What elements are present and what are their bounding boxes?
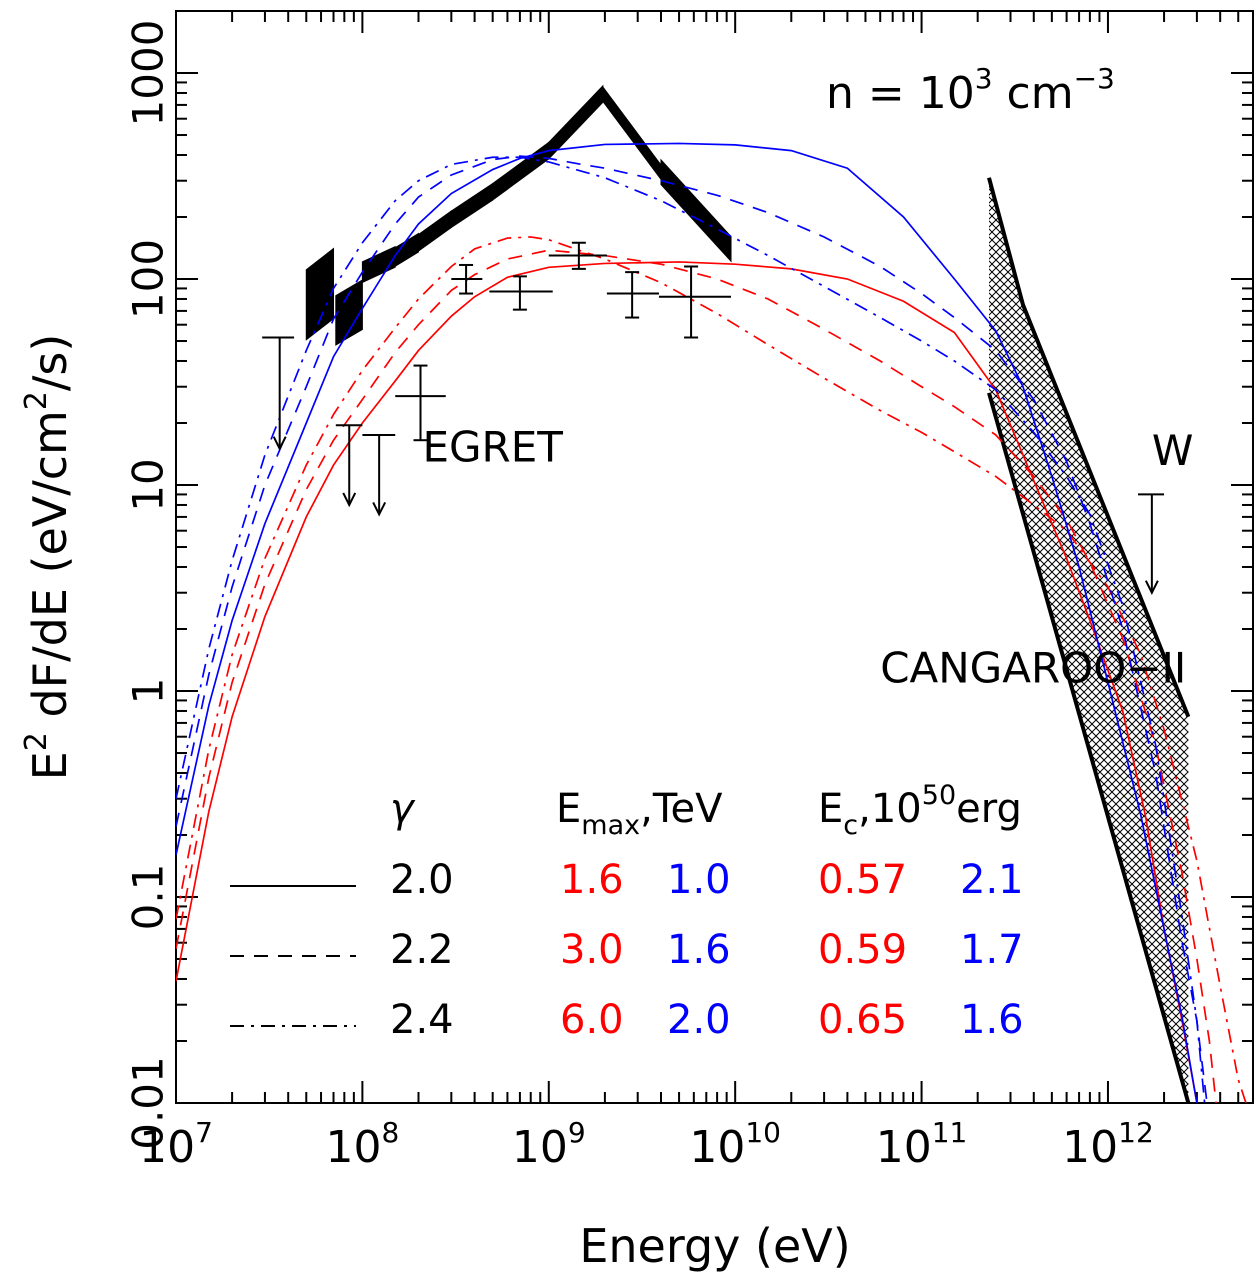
axis-ticks [175,10,1254,1104]
annotation-label: EGRET [422,423,563,472]
y-tick-label: 10 [124,458,173,511]
legend-ec-red: 0.65 [818,997,907,1043]
y-tick-label: 1000 [124,20,173,127]
legend-ec-red: 0.59 [818,927,907,973]
annotation-label: CANGAROO−II [880,643,1186,692]
y-tick-label: 0.01 [124,1056,173,1150]
y-axis-label: E2 dF/dE (eV/cm2/s) [19,334,77,781]
legend-gamma-value: 2.0 [390,857,454,903]
legend: γ Emax,TeV Ec,1050erg 2.0 1.6 1.0 0.57 2.1 2.… [230,780,1024,1043]
model-curve-red-dashdot [176,236,1247,1103]
annotations: EGRET CANGAROO−II W [422,423,1193,693]
x-tick-label: 107 [139,1116,213,1173]
egret-bowtie-segment [548,84,604,161]
annotation-label: W [1152,426,1194,475]
y-tick-label: 0.1 [124,864,173,931]
egret-bowtie-segment [361,245,396,284]
cangaroo-upper-edge [987,177,1191,718]
x-tick-label: 1011 [876,1116,968,1173]
data-points [262,241,1165,595]
y-tick-label: 100 [124,239,173,319]
legend-gamma-value: 2.4 [390,997,454,1043]
upper-limit-arrow [1144,580,1159,595]
legend-ec-red: 0.57 [818,857,907,903]
x-tick-label: 108 [325,1116,399,1173]
legend-ec-blue: 1.6 [960,997,1024,1043]
egret-bowtie-segment [394,232,420,268]
legend-header-emax: Emax,TeV [556,786,723,841]
legend-emax-blue: 1.6 [667,927,731,973]
density-label: n = 103 cm−3 [826,62,1115,119]
y-tick-label: 1 [124,678,173,705]
model-curve-blue-dashed [176,155,1208,1103]
legend-emax-red: 1.6 [560,857,624,903]
upper-limit-arrow [342,492,357,508]
x-tick-label: 1012 [1062,1116,1154,1173]
tick-labels: 107 108 109 1010 1011 1012 0.01 0.1 1 10 100 1000 [124,20,1154,1173]
egret-bowtie-segment [418,210,452,252]
x-tick-label: 109 [512,1116,586,1173]
legend-emax-blue: 2.0 [667,997,731,1043]
egret-bowtie-segment [335,279,363,346]
upper-limit-arrow [272,436,287,451]
cangaroo-hatch [988,177,1189,1103]
egret-bowtie [305,84,732,346]
model-curve-red-dashed [176,249,1217,1103]
legend-ec-blue: 2.1 [960,857,1024,903]
legend-header-ec: Ec,1050erg [818,780,1022,841]
legend-emax-red: 6.0 [560,997,624,1043]
upper-limit-arrow [372,501,387,517]
legend-ec-blue: 1.7 [960,927,1024,973]
egret-bowtie-segment [660,158,732,263]
legend-header-gamma: γ [390,786,416,832]
plot-frame [175,10,1254,1104]
egret-bowtie-segment [602,85,662,181]
legend-gamma-value: 2.2 [390,927,454,973]
model-curve-blue-solid [176,142,1198,1103]
x-tick-label: 1010 [689,1116,781,1173]
model-curves [176,142,1247,1103]
egret-bowtie-segment [492,141,550,202]
legend-emax-blue: 1.0 [667,857,731,903]
cangaroo-lower-edge [987,392,1191,1103]
x-axis-label: Energy (eV) [579,1219,850,1273]
egret-bowtie-segment [305,247,335,341]
legend-emax-red: 3.0 [560,927,624,973]
cangaroo-band [987,177,1191,1103]
